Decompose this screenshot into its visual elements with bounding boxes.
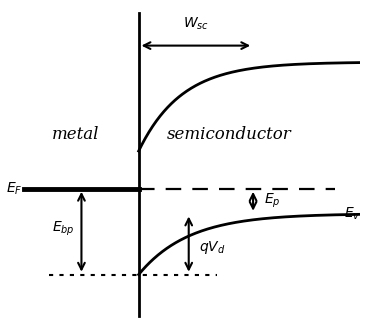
Text: $E_{bp}$: $E_{bp}$ bbox=[52, 219, 74, 238]
Text: $E_p$: $E_p$ bbox=[264, 192, 280, 210]
Text: $E_v$: $E_v$ bbox=[344, 205, 361, 222]
Text: $qV_d$: $qV_d$ bbox=[199, 239, 226, 256]
Text: $E_F$: $E_F$ bbox=[6, 181, 23, 197]
Text: $W_{sc}$: $W_{sc}$ bbox=[183, 16, 209, 32]
Text: semiconductor: semiconductor bbox=[167, 126, 292, 143]
Text: metal: metal bbox=[52, 126, 99, 143]
